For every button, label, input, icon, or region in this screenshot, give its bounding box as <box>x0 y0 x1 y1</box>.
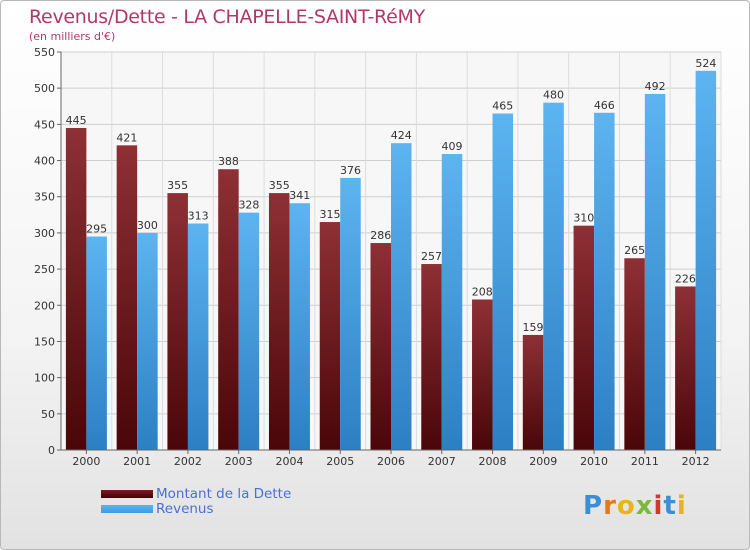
y-tick-label: 250 <box>34 263 55 276</box>
data-label-dette: 208 <box>472 285 493 298</box>
data-label-dette: 265 <box>624 244 645 257</box>
x-tick-label: 2009 <box>529 455 557 468</box>
proxiti-logo: Proxiti <box>583 491 687 521</box>
legend-swatch-dette <box>101 490 153 498</box>
x-tick-label: 2006 <box>377 455 405 468</box>
legend-label-revenus: Revenus <box>156 501 214 517</box>
data-label-dette: 286 <box>370 229 391 242</box>
x-tick-label: 2003 <box>225 455 253 468</box>
logo-letter: P <box>583 491 604 521</box>
bar-dette <box>116 145 138 450</box>
bar-dette <box>167 193 188 451</box>
logo-letter: x <box>635 491 654 521</box>
x-tick-label: 2005 <box>326 455 354 468</box>
y-tick-label: 50 <box>41 408 55 421</box>
bar-dette <box>522 334 544 450</box>
bar-revenus <box>289 203 310 450</box>
bar-revenus <box>492 113 514 450</box>
x-tick-label: 2000 <box>72 455 100 468</box>
bar-revenus <box>644 93 666 450</box>
x-tick-label: 2002 <box>174 455 202 468</box>
logo-letter: r <box>603 491 617 521</box>
bar-dette <box>472 299 493 450</box>
legend-swatch-revenus <box>101 505 153 513</box>
bar-dette <box>218 169 239 450</box>
bar-dette <box>421 264 442 450</box>
data-label-dette: 310 <box>573 212 594 225</box>
data-label-revenus: 480 <box>543 89 564 102</box>
data-label-dette: 355 <box>167 179 188 192</box>
bar-revenus <box>238 212 260 450</box>
y-tick-label: 550 <box>34 46 55 59</box>
data-label-revenus: 409 <box>442 140 463 153</box>
data-label-dette: 388 <box>218 155 239 168</box>
data-label-dette: 355 <box>269 179 290 192</box>
x-tick-label: 2011 <box>631 455 659 468</box>
data-label-dette: 159 <box>523 321 544 334</box>
bar-revenus <box>187 223 209 450</box>
x-tick-label: 2010 <box>580 455 608 468</box>
x-tick-label: 2004 <box>275 455 303 468</box>
data-label-dette: 315 <box>319 208 340 221</box>
y-tick-label: 100 <box>34 372 55 385</box>
bar-dette <box>675 286 696 450</box>
bar-revenus <box>340 177 361 450</box>
bar-revenus <box>543 102 564 451</box>
y-tick-label: 500 <box>34 82 55 95</box>
bar-revenus <box>391 143 412 451</box>
y-tick-label: 300 <box>34 227 55 240</box>
bar-revenus <box>86 236 107 450</box>
x-tick-label: 2001 <box>123 455 151 468</box>
data-label-dette: 226 <box>675 272 696 285</box>
logo-letter: i <box>653 491 664 521</box>
data-label-revenus: 465 <box>492 100 513 113</box>
data-label-revenus: 424 <box>391 129 412 142</box>
data-label-dette: 421 <box>116 131 137 144</box>
data-label-revenus: 524 <box>695 57 716 70</box>
bar-dette <box>268 193 290 451</box>
data-label-revenus: 376 <box>340 164 361 177</box>
logo-letter: o <box>616 491 636 521</box>
y-tick-label: 450 <box>34 118 55 131</box>
y-tick-label: 150 <box>34 335 55 348</box>
x-tick-label: 2012 <box>682 455 710 468</box>
data-label-revenus: 300 <box>137 219 158 232</box>
logo-letter: i <box>676 491 687 521</box>
data-label-dette: 257 <box>421 250 442 263</box>
bar-dette <box>319 222 341 450</box>
bar-dette <box>573 225 595 450</box>
chart-title: Revenus/Dette - LA CHAPELLE-SAINT-RéMY <box>29 6 425 28</box>
data-label-revenus: 328 <box>238 199 259 212</box>
legend-label-dette: Montant de la Dette <box>156 486 292 502</box>
data-label-revenus: 341 <box>289 189 310 202</box>
chart-subtitle: (en milliers d'€) <box>29 30 116 43</box>
bar-dette <box>370 243 391 450</box>
data-label-revenus: 466 <box>594 99 615 112</box>
bar-dette <box>624 258 645 450</box>
x-tick-label: 2007 <box>428 455 456 468</box>
bar-revenus <box>441 154 463 451</box>
data-label-revenus: 313 <box>188 210 209 223</box>
bar-revenus <box>594 112 615 450</box>
data-label-revenus: 295 <box>86 223 107 236</box>
bar-revenus <box>695 70 717 450</box>
y-tick-label: 0 <box>48 444 55 457</box>
y-tick-label: 200 <box>34 299 55 312</box>
y-tick-label: 350 <box>34 191 55 204</box>
data-label-dette: 445 <box>66 114 87 127</box>
y-tick-label: 400 <box>34 155 55 168</box>
logo-letter: t <box>663 491 677 521</box>
bar-revenus <box>137 232 158 450</box>
x-tick-label: 2008 <box>479 455 507 468</box>
bar-dette <box>65 127 87 451</box>
data-label-revenus: 492 <box>645 80 666 93</box>
